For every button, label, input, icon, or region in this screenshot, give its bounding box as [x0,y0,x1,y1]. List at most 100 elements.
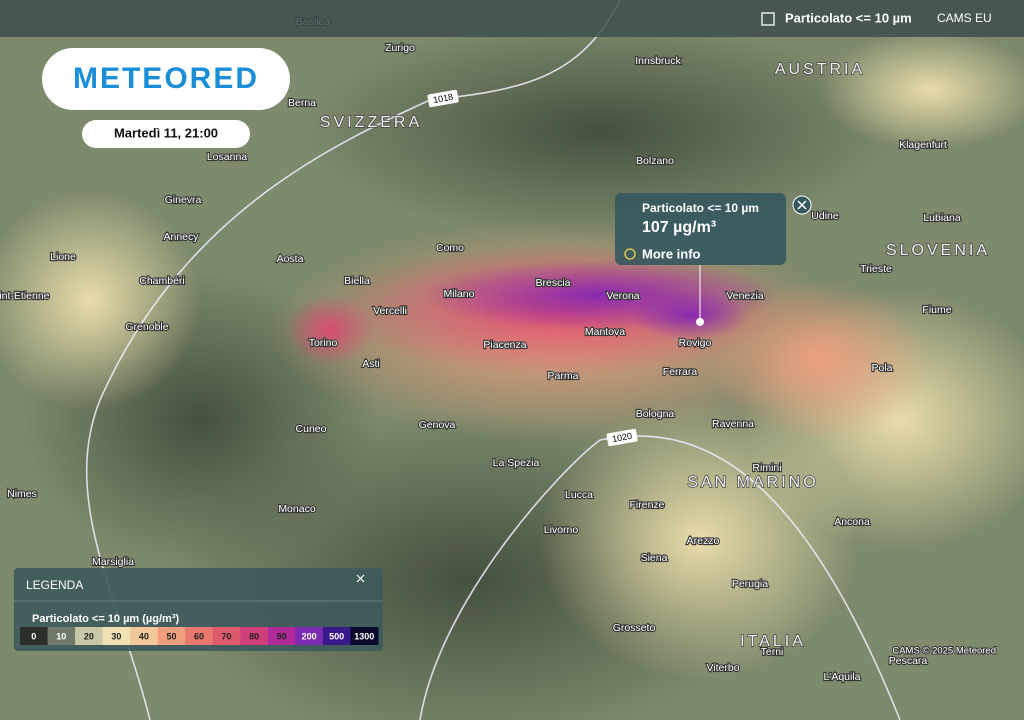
legend-subtitle: Particolato <= 10 µm (µg/m³) [32,613,179,625]
legend-swatch [240,627,269,645]
city-label: Klagenfurt [899,139,947,151]
popup-title: Particolato <= 10 µm [642,201,759,215]
city-label: Nimes [7,488,37,500]
legend-title: LEGENDA [26,578,83,592]
popup [615,193,786,265]
country-label: SLOVENIA [886,242,990,259]
city-label: Verona [606,290,639,302]
legend-value: 30 [111,631,121,641]
city-label: Ancona [834,516,870,528]
pollution-plume [270,220,930,440]
city-label: Bologna [636,408,675,420]
isobar-label: 1018 [432,92,453,105]
more-info[interactable]: More info [642,246,701,261]
country-label: AUSTRIA [775,61,865,78]
isobar-labels: 1018 1020 [427,89,638,447]
city-label: L'Aquila [823,671,860,683]
city-label: Terni [761,646,784,658]
city-label: Rimini [752,462,781,474]
logo[interactable]: METEORED [73,62,259,95]
legend-swatch [350,627,379,645]
city-label: Piacenza [483,339,526,351]
legend-swatch [130,627,159,645]
city-label: Viterbo [706,662,739,674]
city-label: Lucca [565,489,593,501]
city-label: La Spezia [493,457,540,469]
city-label: Biella [344,275,370,287]
legend-swatch [20,627,49,645]
city-label: Como [436,242,464,254]
legend-value: 500 [329,631,344,641]
city-label: Grosseto [613,622,656,634]
popup-value: 107 µg/m³ [642,219,716,236]
source-name: CAMS EU [937,11,992,25]
city-label: Losanna [207,151,247,163]
city-label: Mantova [585,326,625,338]
country-label: ITALIA [740,633,806,650]
legend-value: 200 [302,631,317,641]
city-label: Ravenna [712,418,754,430]
city-label: Trieste [860,263,892,275]
city-label: Genova [419,419,456,431]
date-pill [82,120,250,148]
city-label: Saint-Etienne [0,290,50,302]
city-label: Parma [548,370,579,382]
city-label: Lione [50,251,76,263]
city-label: Grenoble [125,321,168,333]
legend-scale: 0 10 20 30 40 50 60 70 80 90 200 500 1300 [20,627,379,645]
legend-swatch [157,627,186,645]
city-label: Pescara [889,655,928,667]
legend-value: 10 [56,631,66,641]
country-labels: AUSTRIA SVIZZERA SLOVENIA SAN MARINO ITA… [319,60,990,651]
legend-swatch [75,627,104,645]
city-label: Rovigo [679,337,712,349]
country-label: SAN MARINO [687,474,818,491]
legend-value: 80 [249,631,259,641]
city-label: Bolzano [636,155,674,167]
city-label: Annecy [163,231,199,243]
city-label: Innsbruck [635,55,681,67]
legend-value: 20 [84,631,94,641]
city-label: Milano [444,288,475,300]
legend-swatch [102,627,131,645]
layer-icon [761,12,775,26]
city-label: Siena [641,552,668,564]
city-label: Asti [362,358,380,370]
isobar-label: 1020 [611,431,632,444]
legend-swatch [47,627,76,645]
city-label: Arezzo [687,535,720,547]
city-label: Perugia [732,578,768,590]
city-label: Berna [288,97,316,109]
city-label: Ferrara [663,366,698,378]
city-label: Cuneo [296,423,327,435]
country-label: SVIZZERA [320,114,422,131]
layer-name[interactable]: Particolato <= 10 µm [785,10,912,25]
legend-swatch [295,627,324,645]
legend-value: 70 [222,631,232,641]
legend-close[interactable] [356,574,365,583]
city-label: Firenze [629,499,664,511]
legend-value: 60 [194,631,204,641]
city-labels: BasileaZurigoInnsbruckBernaLosannaBolzan… [0,15,962,684]
top-bar [0,0,1024,37]
city-label: Ginevra [165,194,202,206]
isobars [86,0,901,721]
city-label: Vercelli [373,305,407,317]
city-label: Udine [811,210,839,222]
legend-value: 1300 [354,631,374,641]
city-label: Aosta [277,253,304,265]
popup-point [696,318,704,326]
legend-swatch [267,627,296,645]
legend-value: 40 [139,631,149,641]
city-label: Chambéri [139,275,185,287]
legend-swatch [212,627,241,645]
legend-value: 0 [31,631,36,641]
logo-box [42,48,290,110]
attribution: CAMS © 2025 Meteored [892,646,996,657]
city-label: Livorno [544,524,579,536]
info-icon [624,248,636,260]
city-label: Zurigo [385,42,415,54]
city-label: Pola [871,362,892,374]
legend-value: 90 [277,631,287,641]
